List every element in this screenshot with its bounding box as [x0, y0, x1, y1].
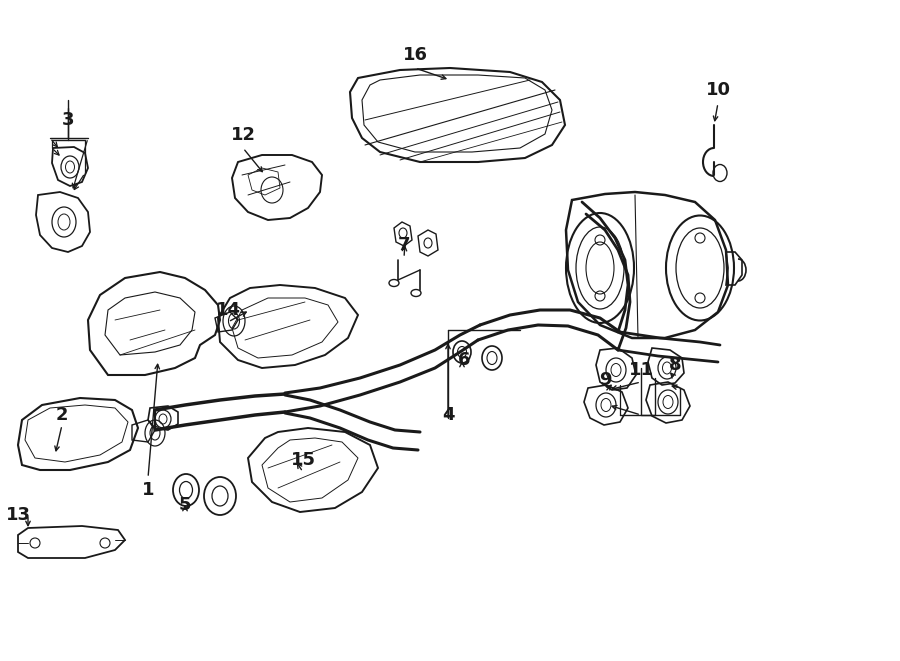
Text: 4: 4 — [442, 406, 454, 424]
Text: 6: 6 — [458, 351, 470, 369]
Text: 13: 13 — [5, 506, 31, 524]
Text: 16: 16 — [402, 46, 428, 64]
Text: 8: 8 — [669, 356, 681, 374]
Text: 11: 11 — [628, 361, 653, 379]
Text: 1: 1 — [142, 481, 154, 499]
Text: 9: 9 — [598, 371, 611, 389]
Text: 2: 2 — [56, 406, 68, 424]
Text: 14: 14 — [215, 301, 240, 319]
Text: 5: 5 — [179, 496, 191, 514]
Text: 12: 12 — [230, 126, 256, 144]
Text: 7: 7 — [398, 236, 410, 254]
Text: 3: 3 — [62, 111, 74, 129]
Text: 15: 15 — [291, 451, 316, 469]
Text: 10: 10 — [706, 81, 731, 99]
